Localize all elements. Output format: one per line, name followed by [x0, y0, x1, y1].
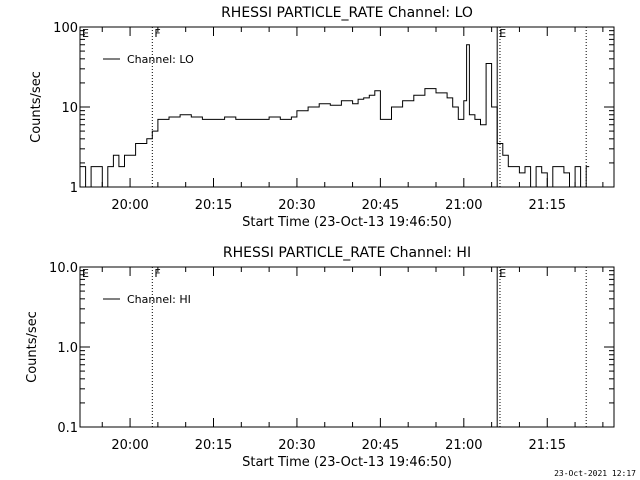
plot-frame [79, 26, 615, 188]
y-axis-label: Counts/sec [29, 71, 44, 143]
event-marker-label: E [499, 267, 506, 280]
event-lines [151, 267, 587, 427]
event-marker-label: E [82, 267, 89, 280]
series-group [80, 44, 590, 188]
y-tick-label: 1.0 [57, 341, 78, 356]
y-axis: 1 10 100 [53, 21, 614, 196]
x-tick-label: 21:15 [529, 198, 566, 213]
x-tick-label: 21:15 [529, 438, 566, 453]
x-tick-label: 21:00 [445, 198, 482, 213]
y-axis: 0.1 1.0 10.0 [49, 261, 614, 436]
x-tick-label: 20:15 [195, 438, 232, 453]
event-lines [151, 27, 587, 187]
y-tick-label: 1 [70, 181, 78, 196]
y-tick-label: 10 [61, 101, 78, 116]
series-line [80, 44, 590, 188]
chart-title: RHESSI PARTICLE_RATE Channel: LO [221, 5, 473, 21]
y-axis-label: Counts/sec [25, 311, 40, 383]
x-tick-label: 20:00 [111, 198, 148, 213]
legend: Channel: HI [103, 293, 191, 306]
generation-timestamp: 23-Oct-2021 12:17 [554, 469, 636, 478]
legend: Channel: LO [103, 53, 194, 66]
event-marker-label: F [154, 267, 160, 280]
event-marker-label: F [154, 27, 160, 40]
lo-channel-panel: RHESSI PARTICLE_RATE Channel: LO 110100 … [29, 5, 615, 230]
x-axis-label: Start Time (23-Oct-13 19:46:50) [242, 215, 452, 230]
hi-channel-panel: RHESSI PARTICLE_RATE Channel: HI 0.1 1.0 1… [25, 245, 615, 470]
plot-frame [79, 266, 615, 428]
x-axis: 20:00 20:15 20:30 20:45 21:00 21:15 [101, 267, 604, 453]
event-marker-label: E [82, 27, 89, 40]
x-tick-label: 20:30 [278, 438, 315, 453]
legend-entry: Channel: HI [127, 293, 191, 306]
legend-entry: Channel: LO [127, 53, 194, 66]
event-marker-label: E [499, 27, 506, 40]
chart-title: RHESSI PARTICLE_RATE Channel: HI [223, 245, 471, 261]
x-tick-label: 20:45 [362, 438, 399, 453]
y-tick-label: 10.0 [49, 261, 78, 276]
x-tick-label: 20:15 [195, 198, 232, 213]
x-tick-label: 21:00 [445, 438, 482, 453]
y-tick-label: 0.1 [57, 421, 78, 436]
x-tick-label: 20:30 [278, 198, 315, 213]
x-axis-label: Start Time (23-Oct-13 19:46:50) [242, 455, 452, 470]
y-tick-label: 100 [53, 21, 78, 36]
x-axis: 20:00 20:15 20:30 20:45 21:00 21:15 [101, 27, 604, 213]
x-tick-label: 20:00 [111, 438, 148, 453]
x-tick-label: 20:45 [362, 198, 399, 213]
